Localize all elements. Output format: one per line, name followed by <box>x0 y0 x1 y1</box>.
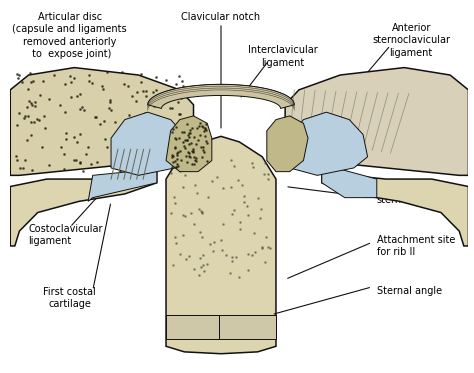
Polygon shape <box>290 112 368 175</box>
Text: Attachment site
for rib II: Attachment site for rib II <box>377 235 455 257</box>
Text: Sternal angle: Sternal angle <box>377 286 442 295</box>
Polygon shape <box>322 164 377 198</box>
Polygon shape <box>267 116 308 172</box>
Text: Interclavicular
ligament: Interclavicular ligament <box>248 45 318 68</box>
Polygon shape <box>219 315 276 339</box>
Text: Costoclavicular
ligament: Costoclavicular ligament <box>28 223 103 246</box>
Polygon shape <box>322 164 468 246</box>
Text: First costal
cartilage: First costal cartilage <box>44 287 96 309</box>
Polygon shape <box>166 315 219 339</box>
Polygon shape <box>166 116 212 172</box>
Text: Manubrium of
sternum: Manubrium of sternum <box>377 183 445 205</box>
Polygon shape <box>285 68 468 175</box>
Polygon shape <box>10 164 157 246</box>
Text: Clavicular notch: Clavicular notch <box>182 12 261 22</box>
Polygon shape <box>148 84 294 109</box>
Text: Articular disc
(capsule and ligaments
removed anteriorly
 to  expose joint): Articular disc (capsule and ligaments re… <box>12 12 127 59</box>
Text: Anterior
sternoclavicular
ligament: Anterior sternoclavicular ligament <box>372 23 450 58</box>
Polygon shape <box>166 137 276 354</box>
Polygon shape <box>111 112 189 175</box>
Polygon shape <box>88 164 157 201</box>
Text: Rib I: Rib I <box>28 192 50 203</box>
Polygon shape <box>10 68 193 175</box>
